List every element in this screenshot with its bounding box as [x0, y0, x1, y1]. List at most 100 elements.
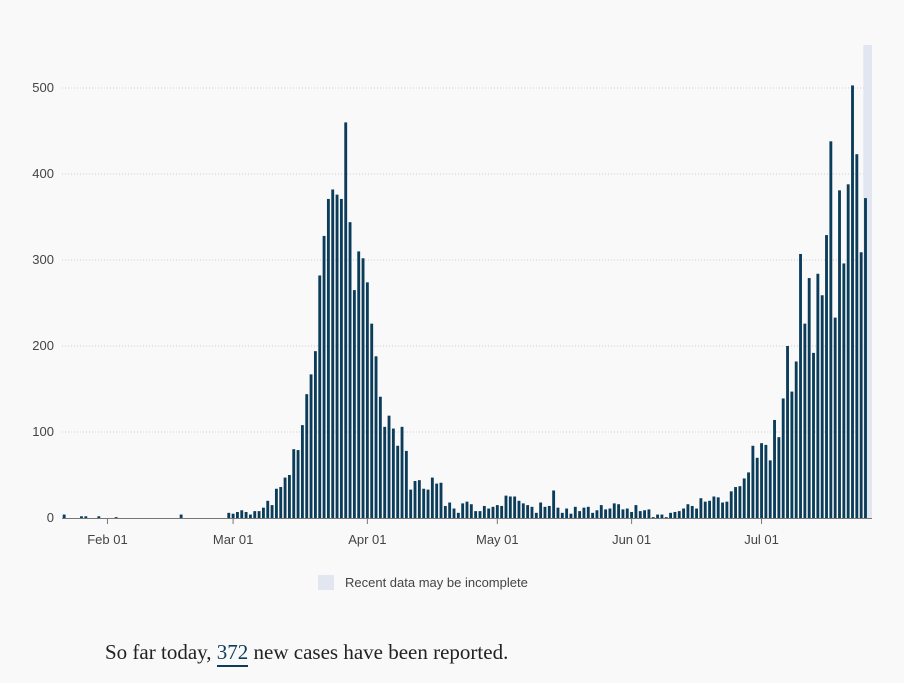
bar [266, 500, 270, 518]
bar [820, 295, 824, 518]
bar [855, 154, 859, 518]
bar [539, 502, 543, 518]
bar [469, 504, 473, 518]
bar [417, 480, 421, 518]
bar [474, 511, 478, 518]
bar [365, 282, 369, 518]
bar [729, 491, 733, 518]
bar [716, 497, 720, 518]
bar [647, 509, 651, 518]
y-tick-label: 0 [47, 510, 54, 525]
bar [777, 437, 781, 518]
bar [326, 198, 330, 518]
bar [500, 505, 504, 518]
bar [331, 189, 335, 519]
bar [617, 504, 621, 518]
bar [786, 346, 789, 518]
bar [244, 511, 248, 518]
bar [387, 415, 391, 518]
bar [495, 505, 499, 518]
bar [829, 141, 833, 518]
bar [755, 457, 759, 518]
bar [768, 460, 772, 518]
y-tick-label: 200 [32, 338, 54, 353]
summary-text: So far today, 372 new cases have been re… [105, 640, 509, 667]
bar [790, 391, 794, 518]
bar [84, 516, 88, 518]
legend-swatch-incomplete [318, 575, 334, 590]
bar [352, 290, 356, 518]
y-tick-label: 300 [32, 252, 54, 267]
bar [664, 517, 668, 518]
bar [660, 514, 664, 518]
bar [803, 323, 807, 518]
bar [240, 510, 244, 518]
bar [443, 505, 447, 518]
bar [62, 514, 66, 518]
bar [621, 509, 625, 518]
bar [686, 504, 690, 518]
new-cases-count[interactable]: 372 [216, 640, 249, 667]
x-tick-label: Apr 01 [348, 532, 386, 547]
legend: Recent data may be incomplete [318, 575, 528, 590]
bar [292, 449, 296, 518]
bar [396, 445, 400, 518]
bar [677, 511, 681, 518]
bar [547, 505, 551, 518]
bar [543, 506, 547, 518]
bar [179, 514, 183, 518]
x-tick-label: Mar 01 [213, 532, 253, 547]
y-axis-ticks: 0 100 200 300 400 500 [32, 80, 54, 525]
bar [643, 510, 647, 518]
bar [703, 501, 707, 518]
summary-prefix: So far today, [105, 640, 212, 664]
bar [578, 511, 582, 518]
bar [560, 512, 564, 518]
bar [439, 482, 443, 518]
bar [335, 194, 339, 518]
bar [261, 507, 265, 518]
bar [599, 505, 603, 518]
bar [322, 235, 326, 519]
bar [491, 506, 495, 518]
bar [773, 419, 776, 518]
bar [725, 501, 729, 518]
bar [807, 278, 811, 518]
bar [236, 511, 239, 518]
bar [673, 511, 677, 518]
bar [370, 323, 374, 518]
bar [812, 352, 815, 518]
bar [638, 511, 642, 518]
bar [253, 511, 257, 518]
bar [634, 505, 638, 518]
bar [344, 122, 348, 519]
bar [517, 500, 521, 518]
bar [513, 496, 517, 518]
bar [699, 498, 703, 518]
bar [487, 508, 491, 518]
bar [374, 356, 378, 518]
bar [378, 396, 382, 518]
bar [283, 477, 287, 518]
bar [279, 487, 283, 518]
bar [833, 317, 837, 518]
bar [313, 351, 317, 518]
bar [309, 374, 313, 518]
summary-suffix: new cases have been reported. [253, 640, 509, 664]
bar [656, 514, 660, 518]
bar [339, 198, 343, 518]
bar [287, 475, 291, 518]
bar [504, 495, 508, 518]
bar [426, 489, 430, 518]
bar [591, 512, 595, 518]
bar [400, 426, 404, 518]
bar [838, 190, 841, 518]
bar [651, 517, 655, 518]
bar [669, 512, 673, 518]
bar [552, 490, 556, 518]
bar [456, 512, 460, 518]
gridlines [62, 87, 872, 433]
bar [508, 496, 512, 518]
bar [760, 443, 763, 518]
bar [565, 508, 569, 518]
